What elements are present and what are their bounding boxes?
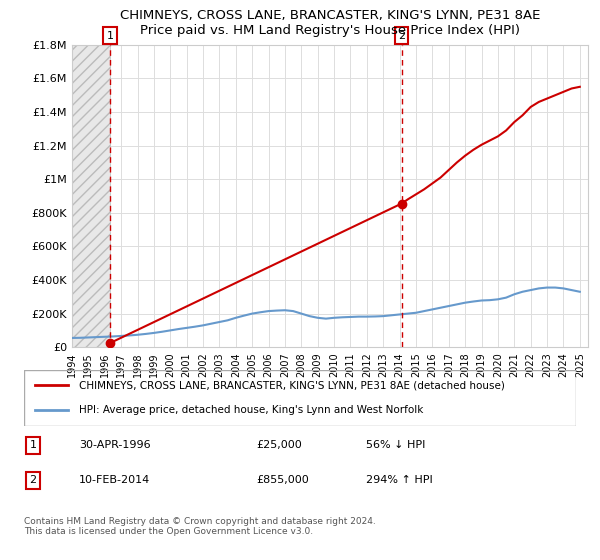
Text: 1: 1 — [29, 440, 37, 450]
Text: Contains HM Land Registry data © Crown copyright and database right 2024.
This d: Contains HM Land Registry data © Crown c… — [24, 516, 376, 536]
Text: 30-APR-1996: 30-APR-1996 — [79, 440, 151, 450]
Text: 2: 2 — [398, 31, 405, 41]
Title: CHIMNEYS, CROSS LANE, BRANCASTER, KING'S LYNN, PE31 8AE
Price paid vs. HM Land R: CHIMNEYS, CROSS LANE, BRANCASTER, KING'S… — [120, 9, 540, 37]
Text: 294% ↑ HPI: 294% ↑ HPI — [366, 475, 433, 486]
Text: £25,000: £25,000 — [256, 440, 302, 450]
Text: 2: 2 — [29, 475, 37, 486]
Text: CHIMNEYS, CROSS LANE, BRANCASTER, KING'S LYNN, PE31 8AE (detached house): CHIMNEYS, CROSS LANE, BRANCASTER, KING'S… — [79, 380, 505, 390]
Text: HPI: Average price, detached house, King's Lynn and West Norfolk: HPI: Average price, detached house, King… — [79, 405, 424, 415]
Text: 10-FEB-2014: 10-FEB-2014 — [79, 475, 151, 486]
Text: 56% ↓ HPI: 56% ↓ HPI — [366, 440, 425, 450]
Text: £855,000: £855,000 — [256, 475, 308, 486]
Text: 1: 1 — [107, 31, 113, 41]
